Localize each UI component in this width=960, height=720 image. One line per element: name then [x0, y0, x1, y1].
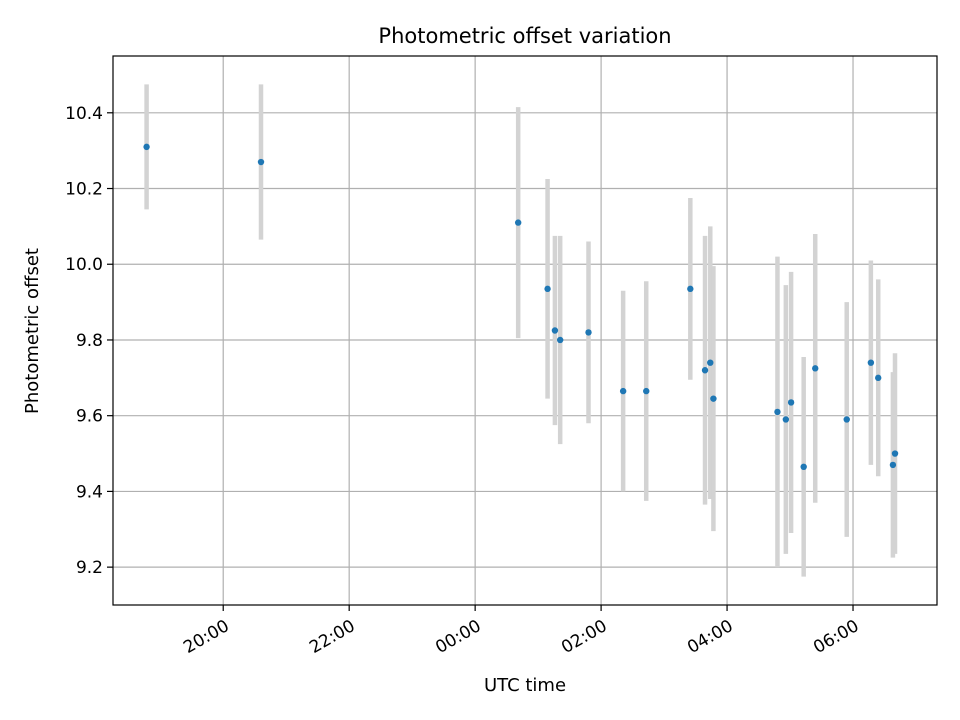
plot-frame [112, 55, 938, 606]
y-tick-label: 9.8 [76, 331, 103, 351]
y-tick-label: 9.2 [76, 558, 103, 578]
x-axis-label: UTC time [484, 675, 566, 696]
y-tick-label: 10.0 [65, 255, 103, 275]
data-point [812, 365, 819, 372]
data-point [875, 374, 882, 382]
data-point [891, 450, 899, 457]
data-point [701, 367, 709, 374]
data-point [782, 416, 790, 423]
y-tick-label: 9.6 [76, 407, 103, 427]
data-point [544, 285, 551, 293]
data-point [867, 359, 875, 366]
data-point [514, 219, 522, 226]
data-point [800, 463, 807, 471]
data-point [143, 143, 150, 151]
data-point [710, 395, 717, 402]
data-points [143, 143, 899, 471]
grid [113, 56, 937, 605]
data-point [643, 387, 650, 395]
y-tick-label: 10.2 [65, 180, 103, 200]
data-point [707, 359, 714, 366]
data-point [551, 327, 559, 334]
y-axis-ticks: 9.2 9.4 9.6 9.8 10.0 10.2 10.4 [65, 104, 113, 578]
data-point [889, 461, 897, 469]
data-point [774, 408, 781, 416]
data-point [843, 416, 850, 423]
data-point [787, 399, 795, 406]
y-tick-label: 10.4 [65, 104, 103, 124]
data-point [257, 158, 265, 166]
y-tick-label: 9.4 [76, 482, 103, 502]
chart-title: Photometric offset variation [378, 24, 671, 48]
data-point [556, 336, 564, 344]
data-point [619, 387, 627, 395]
y-axis-label: Photometric offset [22, 248, 43, 414]
data-point [585, 329, 592, 336]
data-point [687, 285, 694, 293]
